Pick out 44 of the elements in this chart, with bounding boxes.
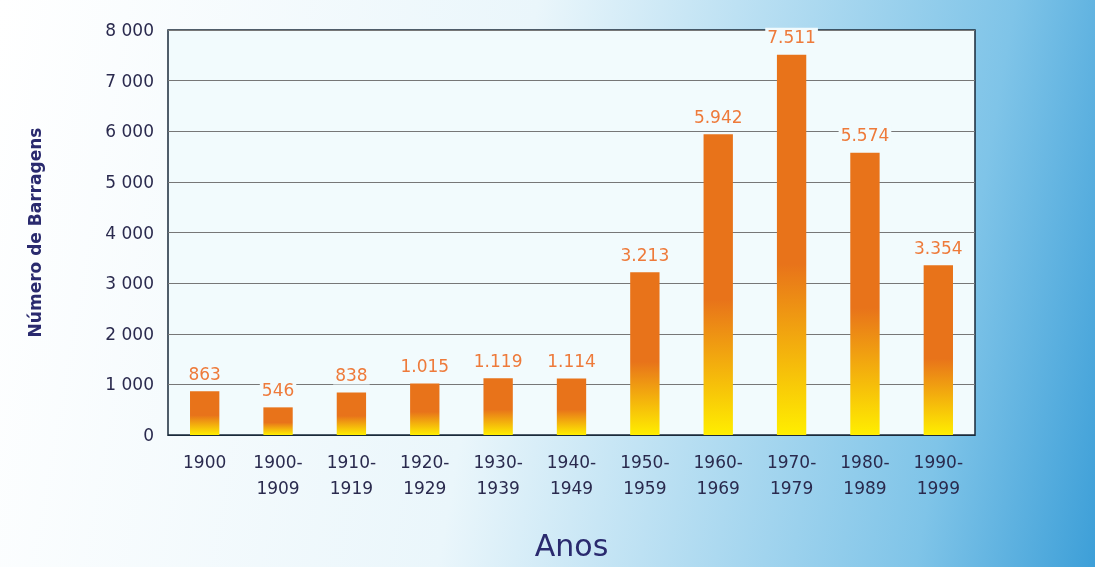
bar [336,392,367,435]
y-tick-label: 5 000 [105,171,154,192]
bar [410,383,440,435]
bar [556,378,587,435]
data-label: 3.354 [913,237,963,258]
data-label: 1.119 [473,350,523,371]
x-tick-label: 1990-1999 [913,452,964,498]
bar [923,265,953,435]
data-label: 7.511 [767,27,816,48]
data-label: 863 [188,363,221,384]
bar [190,391,220,435]
x-tick-label: 1980-1989 [840,452,890,498]
x-axis-title: Anos [534,527,609,563]
bar [703,134,733,435]
data-label: 838 [335,365,368,386]
y-tick-label: 0 [143,425,154,445]
y-tick-label: 7 000 [105,70,154,91]
x-tick-label: 1900-1909 [253,452,303,498]
y-tick-label: 8 000 [105,20,154,40]
bar [630,272,660,435]
bar [850,152,880,435]
x-tick-label: 1960-1969 [693,452,743,498]
data-label: 5.942 [693,106,743,127]
y-tick-label: 2 000 [105,323,154,344]
x-tick-label: 1950-1959 [620,452,670,498]
x-tick-label: 1910-1919 [326,452,377,498]
y-tick-label: 1 000 [105,374,154,395]
bar [263,407,293,435]
y-tick-label: 3 000 [105,273,154,294]
data-label: 1.015 [400,356,450,377]
bar [776,54,807,435]
x-tick-label: 1940-1949 [546,452,597,498]
data-label: 5.574 [840,125,890,146]
data-label: 546 [261,379,295,400]
y-axis-title: Número de Barragens [24,127,45,338]
x-tick-label: 1930-1939 [473,452,523,498]
y-tick-label: 4 000 [105,222,154,243]
y-tick-label: 6 000 [105,121,154,142]
x-tick-label: 1900 [183,452,227,472]
x-tick-label: 1970-1979 [766,452,817,498]
x-tick-label: 1920-1929 [400,452,450,498]
bar [483,378,513,435]
data-label: 1.114 [547,351,596,372]
data-label: 3.213 [620,244,670,265]
